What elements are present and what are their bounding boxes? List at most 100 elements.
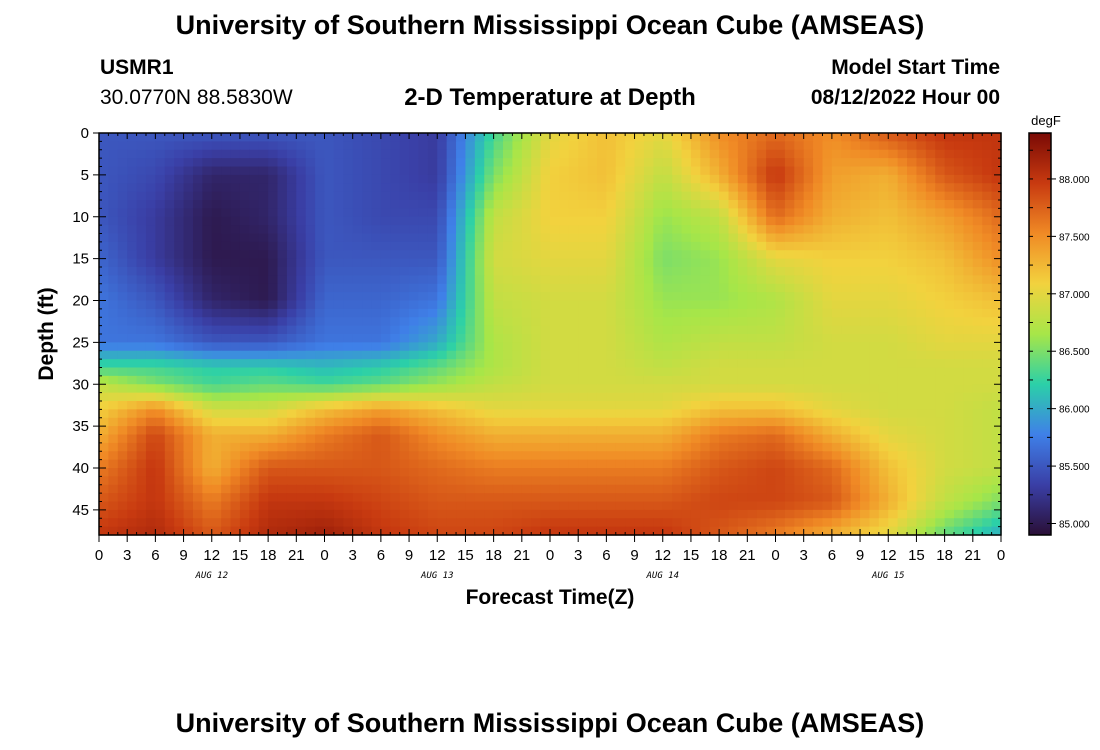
heatmap-cell [916, 518, 927, 528]
heatmap-cell [155, 258, 166, 268]
x-tick-label: 21 [513, 547, 530, 564]
date-label: AUG 14 [645, 571, 679, 581]
heatmap-cell [606, 518, 617, 528]
heatmap-cell [784, 191, 795, 201]
heatmap-cell [183, 300, 194, 310]
heatmap-cell [99, 401, 109, 410]
heatmap-cell [972, 208, 983, 218]
heatmap-cell [286, 225, 297, 235]
heatmap-cell [305, 200, 316, 209]
heatmap-cell [756, 308, 767, 318]
heatmap-cell [296, 476, 307, 486]
heatmap-cell [418, 200, 429, 209]
heatmap-cell [662, 451, 673, 461]
heatmap-cell [164, 317, 175, 327]
heatmap-cell [427, 149, 438, 159]
heatmap-cell [164, 509, 175, 519]
heatmap-cell [371, 417, 382, 427]
heatmap-cell [127, 468, 138, 477]
heatmap-cell [145, 317, 156, 327]
heatmap-cell [230, 401, 241, 410]
heatmap-cell [747, 158, 758, 168]
heatmap-cell [418, 409, 429, 419]
heatmap-cell [305, 283, 316, 293]
heatmap-cell [803, 250, 814, 260]
heatmap-cell [192, 334, 203, 343]
heatmap-cell [390, 342, 401, 352]
heatmap-cell [794, 417, 805, 427]
heatmap-cell [390, 250, 401, 260]
heatmap-cell [531, 225, 542, 235]
heatmap-cell [296, 451, 307, 461]
heatmap-cell [249, 250, 260, 260]
heatmap-cell [747, 300, 758, 310]
heatmap-cell [925, 208, 936, 218]
heatmap-cell [155, 434, 166, 444]
heatmap-cell [878, 484, 889, 494]
heatmap-cell [737, 509, 748, 519]
heatmap-cell [550, 166, 560, 176]
heatmap-cell [596, 334, 607, 343]
heatmap-cell [315, 267, 326, 276]
heatmap-cell [878, 149, 889, 159]
x-tick-label: 0 [546, 547, 554, 564]
heatmap-cell [296, 200, 307, 209]
heatmap-cell [418, 317, 429, 327]
heatmap-cell [446, 375, 457, 385]
heatmap-cell [352, 468, 363, 477]
heatmap-cell [709, 409, 720, 419]
heatmap-cell [230, 334, 241, 343]
heatmap-cell [145, 191, 156, 201]
heatmap-cell [221, 283, 232, 293]
heatmap-cell [737, 300, 748, 310]
heatmap-cell [362, 258, 373, 268]
heatmap-cell [559, 409, 570, 419]
heatmap-cell [672, 158, 683, 168]
heatmap-cell [578, 250, 589, 260]
heatmap-cell [775, 342, 786, 352]
heatmap-cell [662, 468, 673, 477]
heatmap-cell [672, 133, 683, 142]
heatmap-cell [709, 392, 720, 402]
heatmap-cell [211, 359, 222, 369]
heatmap-cell [503, 350, 514, 360]
heatmap-cell [352, 350, 363, 360]
heatmap-cell [531, 476, 542, 486]
heatmap-cell [719, 200, 730, 209]
heatmap-cell [211, 200, 222, 209]
heatmap-cell [766, 476, 777, 486]
heatmap-cell [136, 509, 147, 519]
heatmap-cell [643, 493, 654, 503]
heatmap-cell [164, 166, 175, 176]
heatmap-cell [484, 174, 495, 184]
heatmap-cell [550, 258, 560, 268]
heatmap-cell [775, 493, 786, 503]
heatmap-cell [117, 392, 128, 402]
heatmap-cell [982, 384, 993, 394]
heatmap-cell [437, 141, 448, 151]
heatmap-cell [615, 191, 626, 201]
heatmap-cell [99, 241, 109, 251]
heatmap-cell [559, 392, 570, 402]
heatmap-cell [145, 308, 156, 318]
heatmap-cell [333, 493, 344, 503]
heatmap-cell [99, 183, 109, 193]
heatmap-cell [230, 191, 241, 201]
heatmap-cell [897, 233, 908, 243]
heatmap-cell [390, 417, 401, 427]
heatmap-cell [935, 158, 946, 168]
heatmap-cell [503, 334, 514, 343]
heatmap-cell [145, 501, 156, 511]
heatmap-cell [803, 241, 814, 251]
heatmap-cell [606, 325, 617, 335]
heatmap-cell [568, 275, 579, 285]
heatmap-cell [803, 149, 814, 159]
heatmap-cell [982, 149, 993, 159]
heatmap-cell [521, 216, 532, 226]
heatmap-cell [841, 417, 852, 427]
heatmap-cell [296, 426, 307, 436]
heatmap-cell [371, 241, 382, 251]
heatmap-cell [343, 308, 354, 318]
heatmap-cell [446, 267, 457, 276]
heatmap-cell [192, 342, 203, 352]
